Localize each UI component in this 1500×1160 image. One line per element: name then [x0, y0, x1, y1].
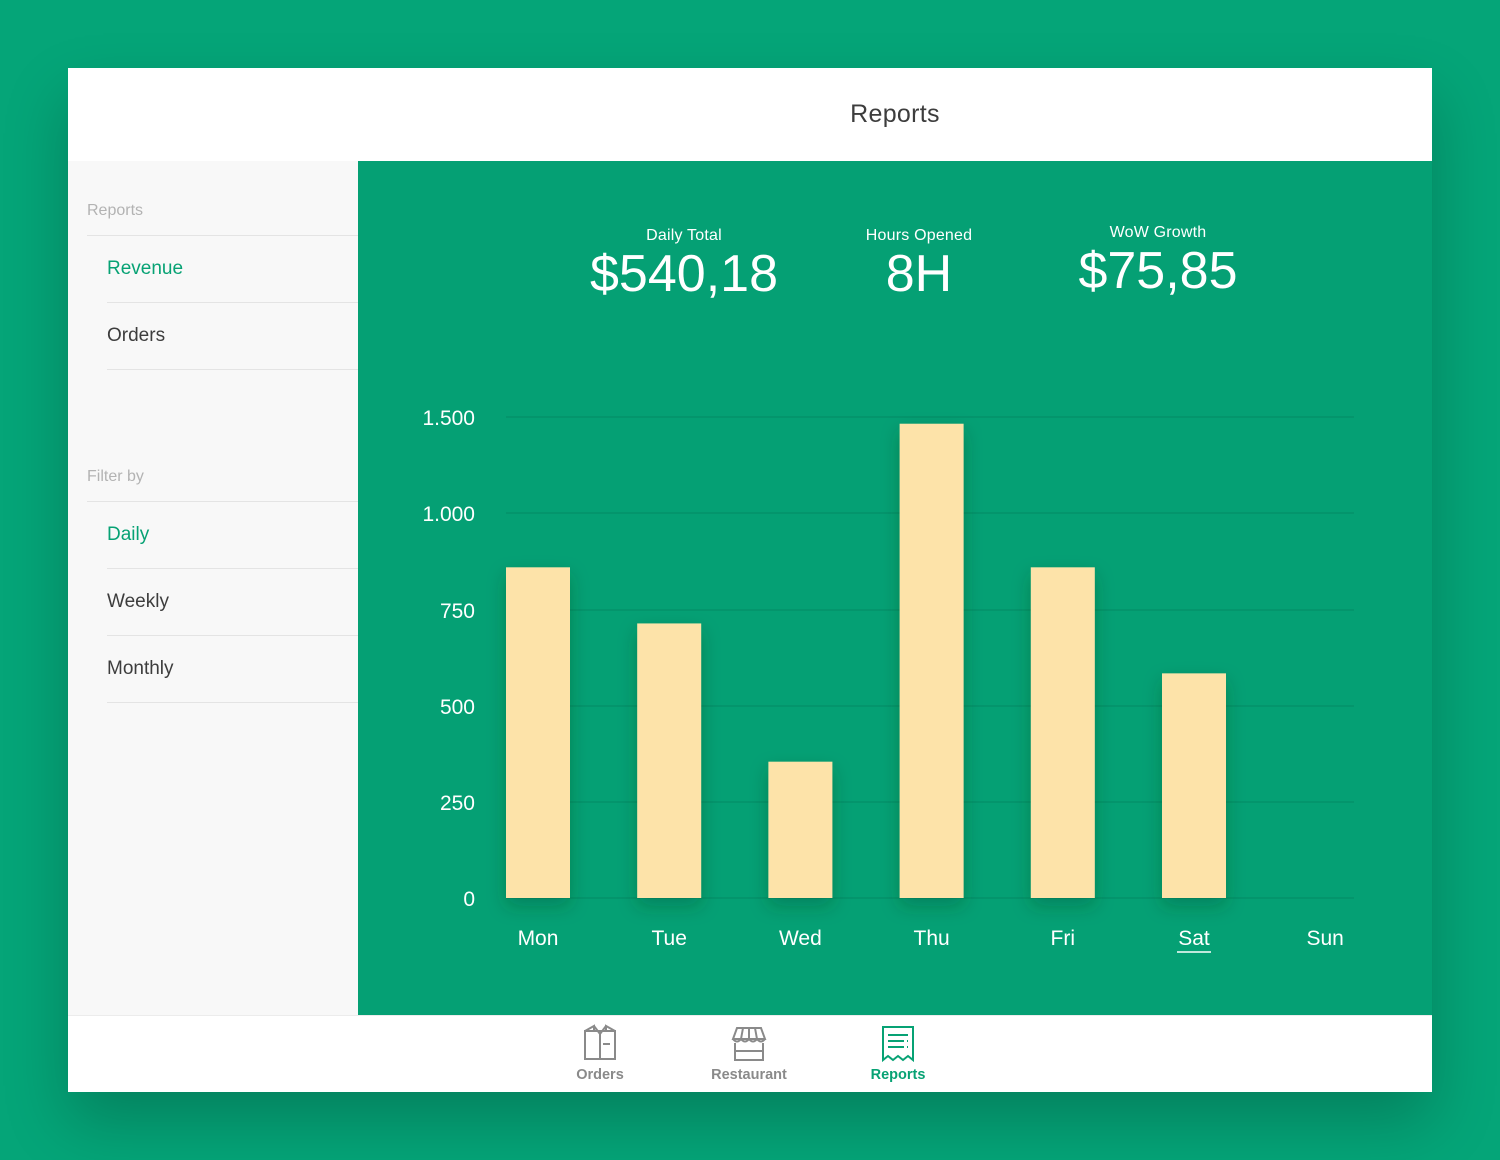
top-navigation-bar: Reports: [68, 68, 1432, 162]
stat-hours-opened: Hours Opened 8H: [819, 227, 1019, 302]
x-tick-label-wed[interactable]: Wed: [779, 927, 822, 950]
sidebar-item-orders[interactable]: Orders: [107, 303, 358, 370]
sidebar-section-filter-label: Filter by: [87, 468, 144, 485]
x-tick-label-thu[interactable]: Thu: [914, 927, 950, 950]
y-tick-label: 750: [440, 600, 475, 623]
bar-fri[interactable]: [1030, 567, 1095, 898]
x-tick-label-sun[interactable]: Sun: [1307, 927, 1344, 950]
stat-label: Daily Total: [646, 227, 722, 244]
bar-wed[interactable]: [768, 761, 833, 898]
bar-mon[interactable]: [506, 567, 570, 898]
filter-item-daily[interactable]: Daily: [107, 502, 358, 569]
report-content: Daily Total $540,18 Hours Opened 8H WoW …: [358, 161, 1432, 1015]
x-tick-label-tue[interactable]: Tue: [651, 927, 686, 950]
y-tick-label: 0: [463, 888, 475, 911]
y-tick-label: 250: [440, 792, 475, 815]
divider: [87, 235, 358, 236]
y-tick-label: 500: [440, 696, 475, 719]
tab-label: Orders: [576, 1067, 624, 1083]
bar-tue[interactable]: [637, 623, 702, 898]
filter-item-monthly[interactable]: Monthly: [107, 636, 358, 703]
stat-value: 8H: [885, 245, 953, 303]
bar-thu[interactable]: [899, 423, 964, 898]
sidebar-section-reports-label: Reports: [87, 202, 144, 219]
tab-restaurant[interactable]: Restaurant: [694, 1024, 804, 1083]
revenue-bar-chart: 0 250 500 750 1.000 1.500 Mon Tue Wed Thu Fri Sat Su…: [422, 407, 1354, 953]
x-tick-label-mon[interactable]: Mon: [518, 927, 559, 950]
bar-sat[interactable]: [1162, 673, 1226, 898]
divider: [87, 501, 358, 502]
tab-orders[interactable]: Orders: [545, 1024, 655, 1083]
stat-label: WoW Growth: [1109, 224, 1207, 241]
sidebar: Reports Revenue Orders Filter by Daily W…: [68, 161, 359, 1015]
restaurant-icon: [731, 1027, 767, 1061]
bottom-tab-bar: Orders Restaurant: [68, 1015, 1432, 1092]
tab-label: Reports: [870, 1067, 926, 1083]
tab-reports[interactable]: Reports: [843, 1024, 953, 1083]
tab-label: Restaurant: [711, 1067, 787, 1083]
orders-icon: [584, 1024, 616, 1060]
page-title: Reports: [850, 100, 940, 128]
x-tick-label-fri[interactable]: Fri: [1051, 927, 1076, 950]
stat-daily-total: Daily Total $540,18: [584, 227, 784, 302]
stat-wow-growth: WoW Growth $75,85: [1043, 224, 1273, 299]
y-tick-label: 1.000: [422, 503, 475, 526]
stat-value: $540,18: [590, 245, 778, 303]
x-tick-label-sat[interactable]: Sat: [1178, 927, 1210, 950]
filter-item-weekly[interactable]: Weekly: [107, 569, 358, 636]
sidebar-item-revenue[interactable]: Revenue: [107, 236, 358, 303]
tablet-frame: Reports Reports Revenue Orders Filter by…: [68, 68, 1432, 1092]
stat-label: Hours Opened: [865, 227, 973, 244]
y-tick-label: 1.500: [422, 407, 475, 430]
reports-icon: [882, 1026, 914, 1063]
stat-value: $75,85: [1078, 242, 1238, 300]
